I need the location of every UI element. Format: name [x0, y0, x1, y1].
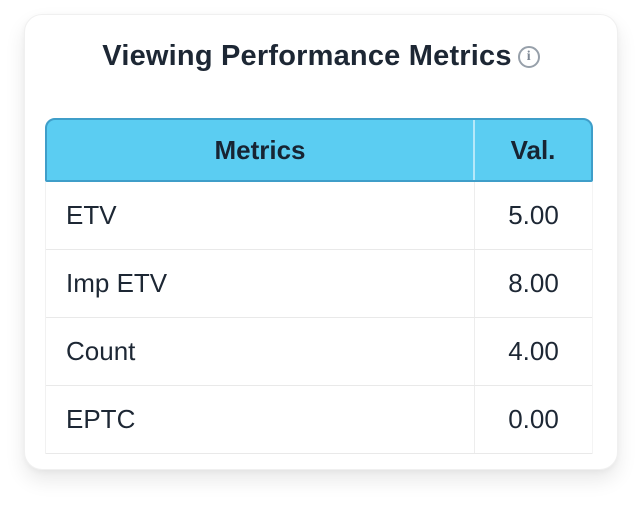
- table-row: EPTC 0.00: [46, 386, 592, 454]
- metric-label: EPTC: [66, 404, 136, 434]
- table-header-row: Metrics Val.: [45, 118, 593, 182]
- metric-value: 5.00: [474, 182, 592, 249]
- table-row: Count 4.00: [46, 318, 592, 386]
- metric-value: 4.00: [474, 318, 592, 385]
- page-title: Viewing Performance Metrics: [102, 40, 512, 72]
- metric-label: ETV: [66, 200, 117, 230]
- column-header-val: Val.: [473, 120, 591, 180]
- metrics-table: Metrics Val. ETV 5.00 Imp ETV 8.00 Count…: [45, 118, 593, 454]
- table-body: ETV 5.00 Imp ETV 8.00 Count 4.00 EPTC 0.…: [45, 182, 593, 454]
- table-row: ETV 5.00: [46, 182, 592, 250]
- metric-label: Count: [66, 336, 136, 366]
- metric-label: Imp ETV: [66, 268, 168, 298]
- metric-value: 0.00: [474, 386, 592, 453]
- metric-value: 8.00: [474, 250, 592, 317]
- metrics-card: Viewing Performance Metrics i Metrics Va…: [24, 14, 618, 470]
- column-header-metrics: Metrics: [214, 134, 306, 165]
- info-icon[interactable]: i: [517, 45, 540, 68]
- table-row: Imp ETV 8.00: [46, 250, 592, 318]
- card-header: Viewing Performance Metrics i: [25, 40, 617, 73]
